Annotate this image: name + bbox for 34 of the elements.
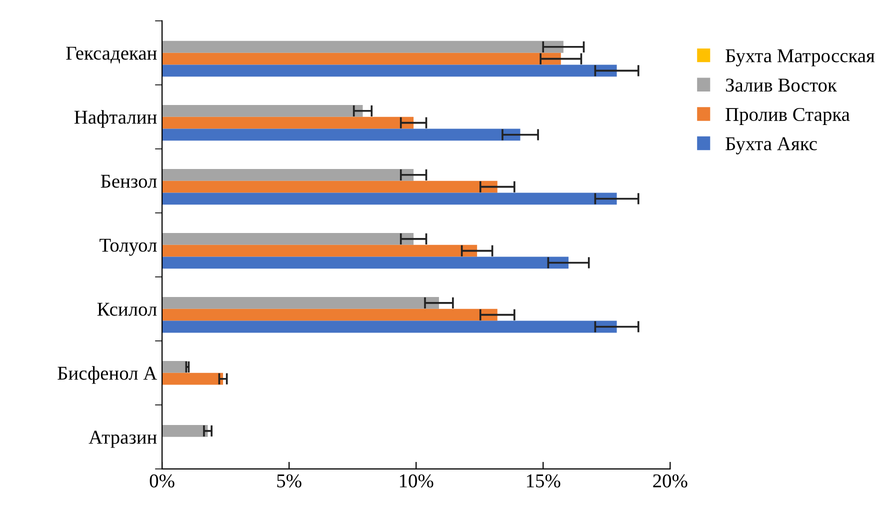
legend-label: Пролив Старка [726,108,850,125]
bar [162,424,208,437]
x-tick-label: 0% [150,474,174,488]
y-tick-label: Атразин [88,430,157,448]
bar [162,40,564,53]
bar [162,168,414,181]
bar [162,244,478,257]
x-tick-label: 20% [653,474,688,488]
bar [162,52,561,65]
bar [162,232,414,245]
x-tick-label: 15% [527,474,560,488]
bar [162,104,363,117]
bar [162,128,520,141]
bar [162,64,617,77]
bar [162,116,414,129]
y-tick-label: Ксилол [97,302,157,316]
bar [162,180,498,193]
bar [162,256,569,269]
legend-label: Залив Восток [726,78,837,92]
y-tick-label: Бисфенол А [58,366,158,384]
y-tick-label: Толуол [100,238,157,256]
y-tick-label: Бензол [100,174,157,188]
bar [162,308,498,321]
y-tick-label: Гексадекан [66,46,157,64]
bar [162,320,617,333]
x-tick-label: 10% [400,474,434,488]
bar [162,372,224,385]
bar [162,296,439,309]
y-tick-label: Нафталин [74,110,157,128]
bar [162,192,617,205]
legend-label: Бухта Аякс [726,137,817,154]
x-tick-label: 5% [277,474,302,488]
bar [162,360,188,373]
legend-label: Бухта Матросская [726,49,875,66]
